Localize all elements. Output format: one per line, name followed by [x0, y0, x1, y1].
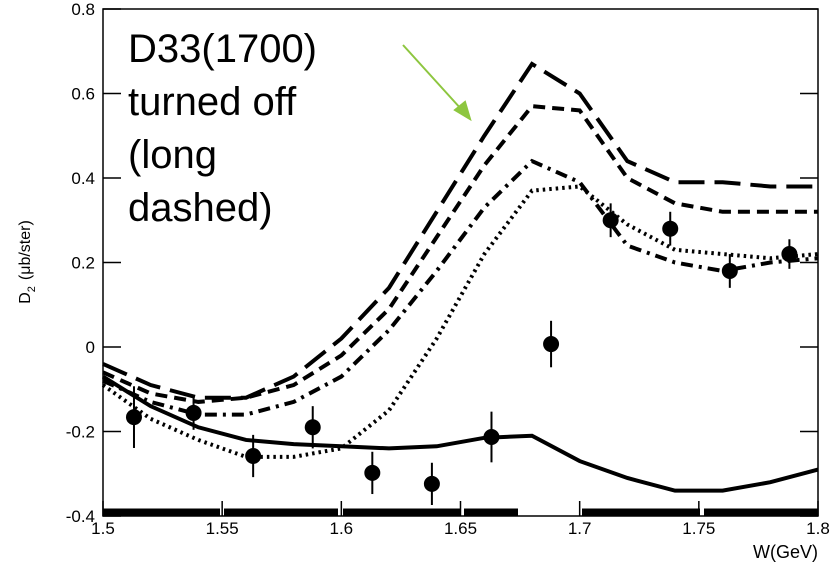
y-tick-label: -0.4	[66, 507, 95, 526]
annotation: D33(1700) turned off (long dashed)	[128, 27, 317, 230]
curve	[102, 158, 819, 417]
x-tick-label: 1.55	[206, 519, 239, 538]
curve	[101, 374, 819, 493]
data-point	[602, 212, 619, 229]
data-point	[423, 475, 440, 492]
curve	[102, 61, 818, 400]
y-tick-label: 0.4	[71, 169, 95, 188]
y-axis-label: D2 (μb/ster)	[17, 220, 38, 304]
x-tick-label: 1.5	[91, 519, 115, 538]
data-point	[185, 404, 202, 421]
curve	[101, 184, 819, 459]
data-point	[245, 448, 262, 465]
y-tick-label: 0.2	[71, 254, 95, 273]
x-axis-label: W(GeV)	[753, 542, 818, 562]
y-tick-label: 0.6	[71, 85, 95, 104]
y-tick-label: -0.2	[66, 423, 95, 442]
data-point	[543, 336, 560, 353]
x-tick-label: 1.8	[806, 519, 830, 538]
arrow	[402, 44, 472, 122]
arrow-shaft	[402, 44, 463, 111]
y-label-unit: (μb/ster)	[17, 220, 34, 280]
annotation-line: dashed)	[128, 186, 273, 230]
y-tick-label: 0.8	[71, 0, 95, 19]
data-point	[483, 428, 500, 445]
data-point	[125, 409, 142, 426]
y-label-main: D	[17, 292, 34, 304]
curve	[102, 104, 818, 404]
y-tick-label: 0	[86, 338, 95, 357]
x-tick-label: 1.75	[682, 519, 715, 538]
y-label-sub: 2	[26, 286, 38, 292]
annotation-line: turned off	[128, 80, 297, 124]
data-point	[364, 464, 381, 481]
x-tick-label: 1.65	[444, 519, 477, 538]
x-tick-label: 1.7	[568, 519, 592, 538]
annotation-line: (long	[128, 133, 217, 177]
data-point	[662, 220, 679, 237]
data-point	[721, 262, 738, 279]
annotation-line: D33(1700)	[128, 27, 317, 71]
data-point	[781, 246, 798, 263]
data-point	[304, 419, 321, 436]
arrow-head	[453, 100, 472, 122]
x-tick-label: 1.6	[330, 519, 354, 538]
